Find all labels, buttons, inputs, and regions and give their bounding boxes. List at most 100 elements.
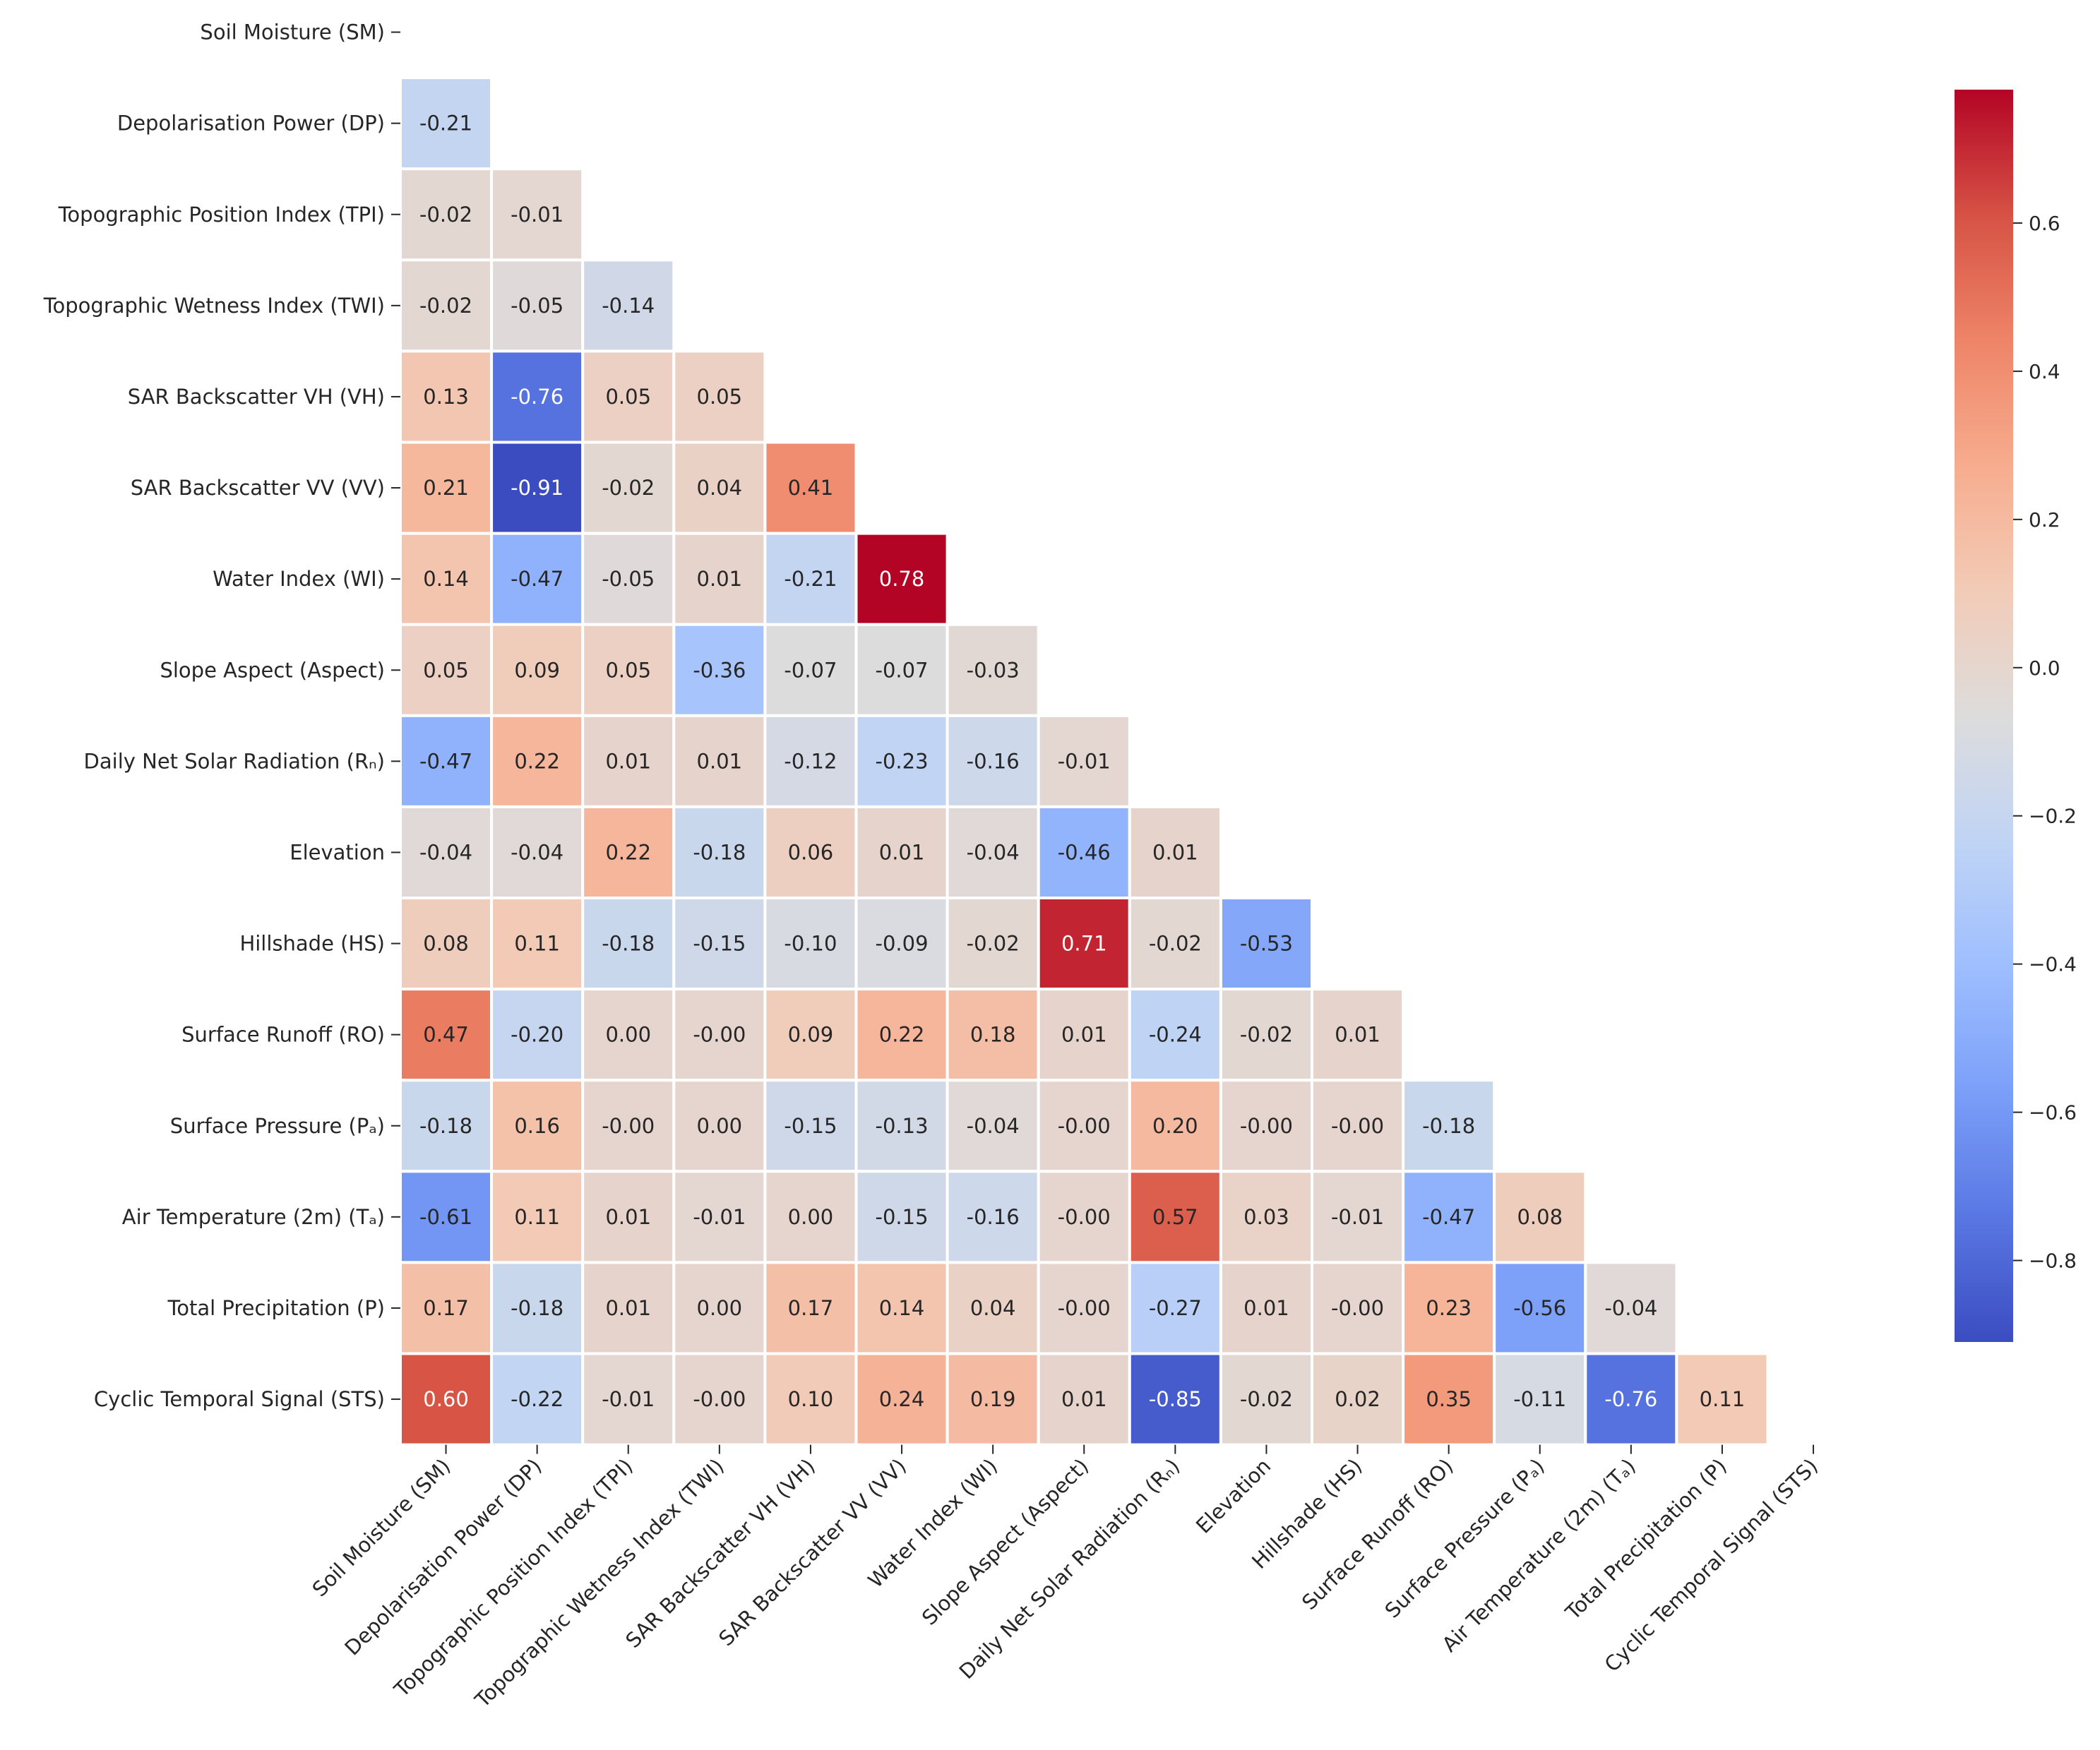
heatmap-cell	[1219, 1352, 1314, 1446]
cell-value-label: -0.00	[1058, 1296, 1111, 1320]
cell-value-label: 0.22	[605, 840, 651, 864]
cell-value-label: -0.47	[1422, 1205, 1475, 1229]
cell-value-label: -0.10	[784, 932, 837, 956]
heatmap-cell	[945, 1079, 1040, 1173]
cell-value-label: -0.14	[602, 294, 655, 318]
cell-value-label: -0.01	[1331, 1205, 1384, 1229]
y-tick-label: Daily Net Solar Radiation (Rₙ)	[84, 749, 385, 773]
cell-value-label: 0.17	[423, 1296, 469, 1320]
x-tick-label: Surface Runoff (RO)	[1297, 1454, 1458, 1615]
cell-value-label: -0.16	[967, 1205, 1020, 1229]
cell-value-label: -0.24	[1149, 1023, 1202, 1047]
heatmap-cell	[945, 1170, 1040, 1264]
y-tick-label: Elevation	[290, 840, 385, 864]
cell-value-label: -0.85	[1149, 1387, 1202, 1411]
cell-value-label: -0.04	[967, 840, 1020, 864]
cell-value-label: 0.14	[879, 1296, 925, 1320]
y-tick-label: Total Precipitation (P)	[167, 1296, 385, 1320]
heatmap-cell	[1219, 1079, 1314, 1173]
cell-value-label: -0.18	[1422, 1114, 1475, 1138]
heatmap-cell	[490, 1079, 585, 1173]
x-tick-label: Slope Aspect (Aspect)	[917, 1454, 1093, 1630]
cell-value-label: -0.05	[602, 567, 655, 591]
heatmap-cell	[399, 623, 494, 717]
colorbar: 0.6 0.4 0.2 0.0 −0.2 −0.4 −0.6 −0.8	[1955, 90, 2077, 1342]
cell-value-label: -0.91	[511, 476, 563, 500]
cell-value-label: -0.00	[1331, 1114, 1384, 1138]
cell-value-label: -0.18	[693, 840, 746, 864]
cell-value-label: 0.05	[697, 385, 743, 409]
cell-value-label: 0.14	[423, 567, 469, 591]
cell-value-label: 0.35	[1426, 1387, 1472, 1411]
cell-value-label: -0.00	[1331, 1296, 1384, 1320]
y-tick-label: SAR Backscatter VV (VV)	[131, 476, 385, 500]
cell-value-label: 0.01	[697, 749, 743, 773]
cell-value-label: -0.22	[511, 1387, 563, 1411]
cell-value-label: -0.15	[693, 932, 746, 956]
cell-value-label: 0.10	[788, 1387, 834, 1411]
y-tick-label: Surface Pressure (Pₐ)	[170, 1114, 385, 1138]
cell-value-label: -0.01	[1058, 749, 1111, 773]
cell-value-label: -0.11	[1513, 1387, 1566, 1411]
cell-value-label: 0.18	[970, 1023, 1016, 1047]
heatmap-cell	[1311, 988, 1405, 1082]
heatmap-cell	[945, 1352, 1040, 1446]
heatmap-cell	[399, 897, 494, 991]
cell-value-label: -0.04	[967, 1114, 1020, 1138]
colorbar-tick-label: 0.0	[2029, 657, 2060, 680]
cell-value-label: -0.18	[602, 932, 655, 956]
heatmap-cell	[1311, 1079, 1405, 1173]
heatmap-cell	[581, 1079, 676, 1173]
heatmap-cell	[854, 897, 949, 991]
cell-value-label: -0.47	[511, 567, 563, 591]
cell-value-label: 0.11	[514, 932, 560, 956]
cell-value-label: 0.01	[605, 1296, 651, 1320]
cell-value-label: -0.02	[1240, 1023, 1293, 1047]
cell-value-label: 0.19	[970, 1387, 1016, 1411]
x-tick-label: Depolarisation Power (DP)	[340, 1454, 546, 1660]
cell-value-label: -0.27	[1149, 1296, 1202, 1320]
y-tick-label: Water Index (WI)	[213, 567, 385, 591]
heatmap-cell	[399, 988, 494, 1082]
cell-value-label: -0.61	[419, 1205, 472, 1229]
cell-value-label: -0.53	[1240, 932, 1293, 956]
heatmap-cell	[672, 441, 767, 535]
cell-value-label: -0.07	[784, 658, 837, 682]
cell-value-label: -0.13	[876, 1114, 929, 1138]
heatmap-cell	[581, 1170, 676, 1264]
cell-value-label: -0.15	[784, 1114, 837, 1138]
colorbar-tick-label: 0.4	[2029, 360, 2060, 383]
colorbar-tick-label: −0.8	[2029, 1249, 2077, 1273]
cell-value-label: -0.09	[876, 932, 929, 956]
cell-value-label: -0.76	[1604, 1387, 1657, 1411]
heatmap-cell	[1402, 1261, 1496, 1355]
y-tick-label: Slope Aspect (Aspect)	[160, 658, 385, 682]
heatmap-cell	[763, 1261, 858, 1355]
cell-value-label: -0.00	[1058, 1205, 1111, 1229]
heatmap-cell	[1402, 1079, 1496, 1173]
cell-value-label: 0.22	[879, 1023, 925, 1047]
heatmap-cell	[1037, 897, 1131, 991]
heatmap-cell	[1128, 897, 1222, 991]
heatmap-cell	[1311, 1261, 1405, 1355]
heatmap-cell	[945, 1261, 1040, 1355]
heatmap-cell	[1128, 988, 1222, 1082]
cell-value-label: -0.36	[693, 658, 746, 682]
cell-value-label: -0.21	[784, 567, 837, 591]
cell-value-label: 0.08	[1517, 1205, 1563, 1229]
cell-value-label: 0.21	[423, 476, 469, 500]
heatmap-cell	[1128, 1170, 1222, 1264]
cell-value-label: -0.00	[693, 1387, 746, 1411]
cell-value-label: -0.07	[876, 658, 929, 682]
heatmap-cell	[763, 532, 858, 626]
cell-value-label: -0.02	[419, 203, 472, 227]
cell-value-label: 0.13	[423, 385, 469, 409]
x-axis-labels: Soil Moisture (SM)Depolarisation Power (…	[307, 1444, 1822, 1713]
cell-value-label: 0.08	[423, 932, 469, 956]
cell-value-label: -0.16	[967, 749, 1020, 773]
heatmap-cell	[581, 258, 676, 353]
cell-value-label: -0.00	[693, 1023, 746, 1047]
colorbar-gradient	[1955, 90, 2013, 1342]
heatmap-cell	[854, 1079, 949, 1173]
